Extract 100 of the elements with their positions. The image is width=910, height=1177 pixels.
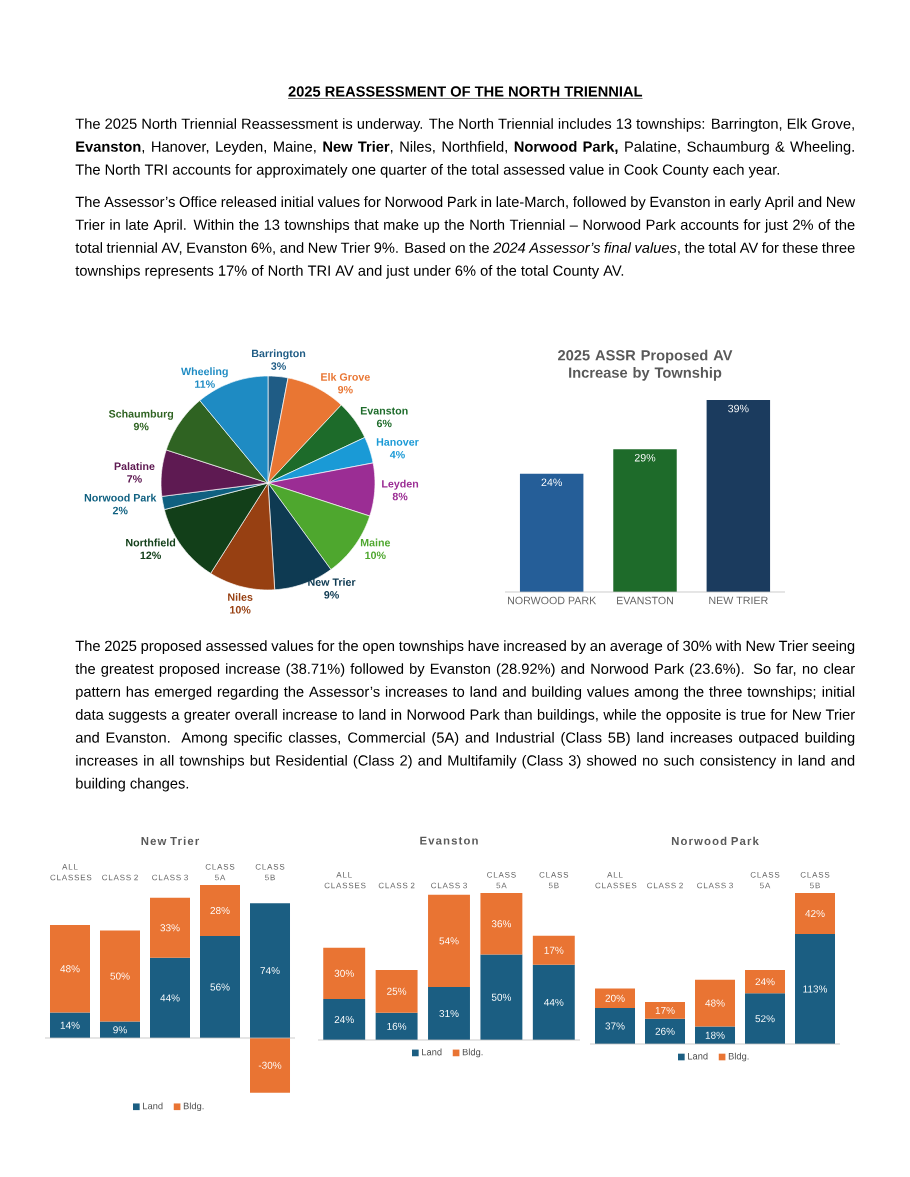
data-label: 24%	[334, 1015, 354, 1024]
data-label: 12%	[140, 551, 161, 560]
bar	[595, 988, 636, 1008]
data-label: 9%	[324, 591, 339, 599]
data-label: 24%	[541, 478, 562, 487]
bar	[428, 894, 470, 988]
bar	[745, 969, 786, 994]
data-label: 2%	[112, 506, 128, 515]
data-label: 20%	[605, 994, 625, 1002]
bar	[795, 893, 836, 934]
data-label: 48%	[705, 999, 725, 1007]
x-tick-label: CLASS 2	[647, 882, 683, 889]
data-label: 48%	[60, 965, 80, 973]
slice-label: Maine	[360, 538, 391, 547]
chart-title: Norwood Park	[671, 836, 759, 846]
data-label: 26%	[655, 1027, 675, 1035]
data-label: 25%	[387, 987, 407, 995]
data-label: 6%	[376, 419, 392, 428]
slice-label: Palatine	[114, 462, 155, 471]
chart-title: Evanston	[420, 836, 478, 845]
bar	[375, 1012, 418, 1040]
data-label: 17%	[655, 1006, 675, 1014]
text: The 2025 North Triennial Reassessment is underway. The North Triennial includes 13 townships: Barrington, Elk Grove, Evanston, Hanover, Leyden, Maine, New Trier, Niles, Northfield, Norwood Park, Palatine, Schaumburg & Wheeling. The North TRI accounts for approximately one quarter of the total assessed value in Cook County each year.	[75, 118, 854, 178]
slice-label: Northfield	[126, 538, 176, 547]
bar	[323, 947, 366, 999]
bar	[150, 897, 190, 958]
data-label: 4%	[389, 450, 405, 459]
bar	[100, 930, 140, 1022]
chart-title: 2025 ASSR Proposed AV Increase by Township	[558, 349, 733, 381]
x-tick-label: NORWOOD PARK	[508, 596, 597, 605]
x-tick-label: CLASS 3	[152, 874, 188, 881]
bar	[695, 1026, 736, 1044]
x-tick-label: ALL CLASSES	[595, 872, 637, 889]
data-label: 29%	[634, 453, 656, 462]
data-label: 50%	[110, 972, 130, 980]
data-label: 33%	[160, 924, 180, 932]
data-label: 10%	[230, 606, 251, 614]
data-label: 42%	[805, 909, 825, 917]
data-label: 74%	[260, 967, 280, 975]
x-tick-label: CLASS 2	[102, 874, 138, 881]
data-label: 7%	[127, 475, 142, 483]
x-tick-label: ALL CLASSES	[50, 864, 92, 881]
bar	[150, 957, 190, 1038]
data-label: 3%	[271, 362, 286, 370]
data-label: 50%	[491, 993, 512, 1001]
data-label: 24%	[755, 978, 775, 986]
data-label: 52%	[755, 1015, 775, 1023]
legend-label: Bldg.	[462, 1048, 483, 1058]
data-label: 9%	[113, 1026, 127, 1034]
x-tick-label: CLASS 5A	[205, 863, 235, 881]
bar	[595, 1007, 636, 1044]
x-tick-label: CLASS 5A	[487, 871, 516, 889]
text: The 2025 proposed assessed values for the open townships have increased by an average of 30% with New Trier seeing the greatest proposed increase (38.71%) followed by Evanston (28.92%) and Norwood Park (23.6%). So far, no clear pattern has emerged regarding the Assessor’s increases to land and building values among the three townships; initial data suggests a greater overall increase to land in Norwood Park than buildings, while the opposite is true for New Trier and Evanston. Among specific classes, Commercial (5A) and Industrial (Class 5B) land increases outpaced building increases in all townships but Residential (Class 2) and Multifamily (Class 3) showed no such consistency in land and building changes.	[75, 640, 855, 792]
bar	[50, 1012, 90, 1038]
slice-label: Norwood Park	[84, 493, 157, 502]
slice-label: Hanover	[376, 438, 419, 446]
legend-label: Land	[143, 1102, 163, 1110]
bar	[795, 933, 836, 1044]
data-label: 44%	[544, 998, 564, 1006]
bar	[250, 1038, 291, 1093]
bar	[50, 925, 90, 1013]
data-label: 16%	[387, 1022, 407, 1030]
bar	[480, 954, 523, 1040]
data-label: 30%	[334, 969, 354, 977]
data-label: 54%	[439, 937, 459, 945]
text: 2025 REASSESSMENT OF THE NORTH TRIENNIAL	[288, 86, 643, 97]
x-tick-label: CLASS 2	[378, 882, 415, 889]
data-label: -30%	[258, 1061, 282, 1069]
x-tick-label: CLASS 3	[697, 882, 733, 889]
data-label: 28%	[210, 906, 230, 915]
bar	[532, 935, 575, 965]
x-tick-label: NEW TRIER	[709, 596, 768, 605]
bar	[375, 969, 418, 1013]
data-label: 31%	[439, 1009, 459, 1018]
slice-label: Evanston	[360, 407, 408, 415]
slice-label: Leyden	[382, 479, 419, 490]
bar	[532, 964, 575, 1040]
slice-label: Wheeling	[181, 367, 228, 378]
x-tick-label: EVANSTON	[617, 596, 673, 605]
slice-label: Niles	[228, 593, 253, 601]
chart-title: New Trier	[141, 836, 200, 846]
x-tick-label: ALL CLASSES	[324, 872, 366, 889]
bar	[200, 936, 240, 1038]
bar	[645, 1018, 686, 1044]
data-label: 14%	[60, 1021, 80, 1029]
slice-label: Elk Grove	[321, 372, 370, 381]
bar	[428, 987, 470, 1040]
bar	[323, 998, 366, 1040]
slice-label: Schaumburg	[108, 409, 174, 420]
bar	[200, 885, 240, 936]
data-label: 36%	[491, 920, 512, 928]
data-label: 37%	[605, 1022, 625, 1030]
bar	[745, 993, 786, 1044]
data-label: 56%	[210, 983, 230, 991]
bar	[645, 1002, 686, 1019]
x-tick-label: CLASS 5B	[255, 863, 285, 881]
legend-label: Land	[422, 1048, 442, 1056]
x-tick-label: CLASS 5B	[539, 871, 569, 889]
legend-label: Bldg.	[728, 1052, 749, 1062]
x-tick-label: CLASS 5A	[750, 871, 780, 889]
